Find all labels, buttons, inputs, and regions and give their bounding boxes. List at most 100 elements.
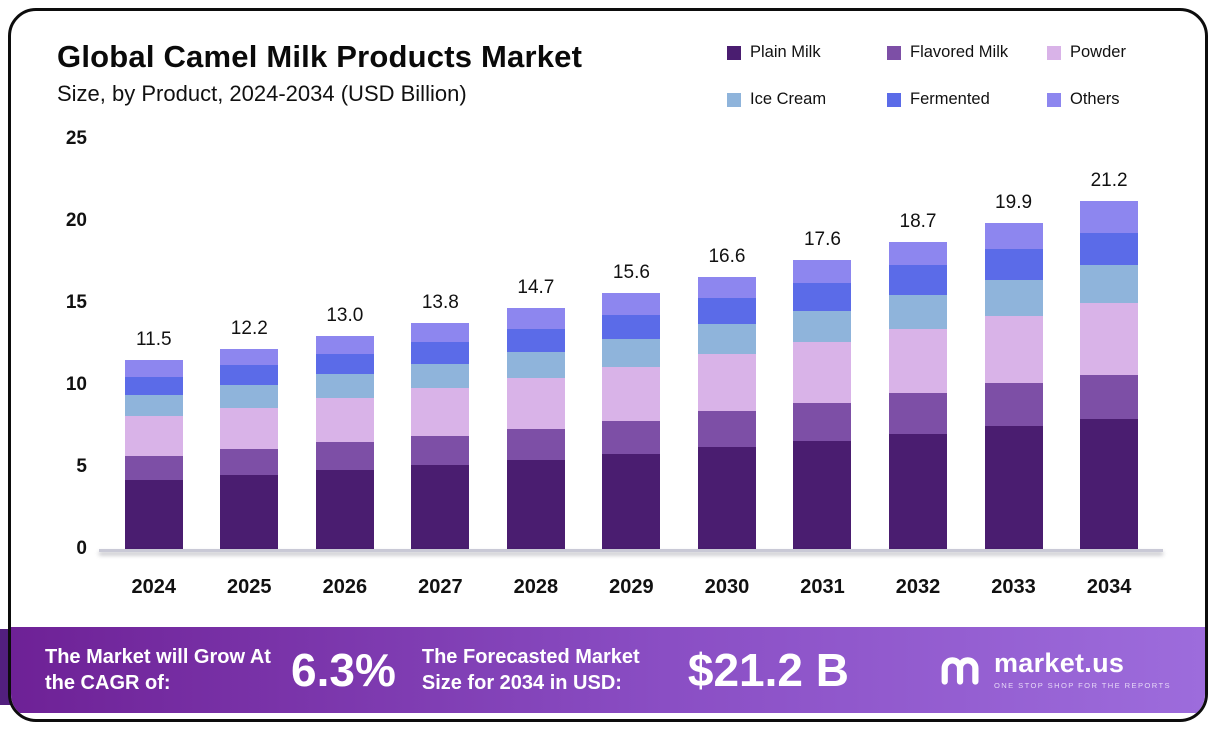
bar-total-label: 13.0 [326, 304, 364, 326]
bar-segment-ice-cream [220, 385, 279, 408]
y-axis-label: 20 [65, 210, 87, 231]
bar-segment-flavored-milk [602, 421, 661, 454]
x-axis-label: 2032 [895, 576, 941, 598]
bar-total-label: 16.6 [708, 245, 746, 267]
bar-stack [411, 322, 470, 549]
chart-title: Global Camel Milk Products Market [57, 39, 583, 74]
bar-stack [984, 222, 1043, 549]
bar-segment-fermented [315, 353, 374, 374]
bar-segment-plain-milk [793, 440, 852, 549]
chart-frame: Global Camel Milk Products Market Size, … [8, 8, 1208, 722]
bar-segment-others [793, 260, 852, 284]
bar-total-label: 14.7 [517, 276, 555, 298]
y-axis-label: 10 [65, 374, 87, 395]
legend-label: Powder [1070, 43, 1126, 61]
legend-item: Flavored Milk [887, 43, 1037, 62]
legend-label: Ice Cream [750, 90, 827, 108]
x-axis-label: 2029 [609, 576, 654, 598]
bar-segment-plain-milk [506, 460, 565, 549]
bar-segment-others [697, 276, 756, 299]
bar-total-label: 18.7 [899, 211, 937, 233]
bar-segment-plain-milk [984, 426, 1043, 549]
x-axis-label: 2031 [800, 576, 845, 598]
bar-segment-flavored-milk [411, 435, 470, 466]
marketus-logo-icon [938, 652, 984, 688]
logo-tagline: ONE STOP SHOP FOR THE REPORTS [993, 681, 1171, 690]
legend: Plain Milk Flavored Milk Powder Ice Cream Fe… [727, 43, 1157, 109]
bar-segment-plain-milk [220, 475, 279, 549]
bar-segment-plain-milk [1080, 419, 1139, 549]
bar-column: 14.7 2028 [506, 277, 565, 598]
legend-item: Others [1047, 90, 1157, 109]
bar-segment-powder [315, 398, 374, 443]
bar-segment-others [124, 360, 183, 377]
bar-segment-others [411, 322, 470, 343]
legend-swatch [887, 45, 901, 60]
bar-segment-plain-milk [411, 465, 470, 549]
y-axis-label: 15 [65, 292, 87, 313]
x-axis-label: 2025 [227, 576, 272, 598]
bar-segment-ice-cream [602, 339, 661, 367]
bar-segment-powder [697, 353, 756, 412]
bar-segment-fermented [984, 248, 1043, 281]
bar-segment-others [889, 242, 948, 266]
y-axis-label: 25 [65, 128, 87, 149]
bar-segment-powder [124, 416, 183, 456]
bar-segment-plain-milk [315, 470, 374, 549]
chart-header: Global Camel Milk Products Market Size, … [57, 39, 582, 107]
bar-segment-fermented [697, 298, 756, 325]
bar-column: 21.2 2034 [1080, 170, 1139, 598]
bar-stack [1080, 201, 1139, 549]
bar-column: 19.9 2033 [984, 192, 1043, 598]
bar-stack [220, 348, 279, 549]
bar-segment-others [220, 348, 279, 366]
bar-total-label: 12.2 [230, 317, 268, 339]
bar-segment-flavored-milk [124, 455, 183, 481]
x-axis-label: 2024 [131, 576, 177, 598]
bar-segment-ice-cream [697, 324, 756, 354]
legend-label: Fermented [910, 90, 990, 108]
bar-stack [889, 242, 948, 549]
bar-segment-plain-milk [697, 447, 756, 549]
legend-item: Fermented [887, 90, 1037, 109]
bar-segment-powder [602, 366, 661, 422]
logo-text-column: market.us ONE STOP SHOP FOR THE REPORTS [993, 650, 1171, 691]
y-axis-label: 5 [76, 456, 87, 477]
bar-segment-ice-cream [506, 352, 565, 379]
bar-column: 11.5 2024 [124, 329, 183, 598]
bar-segment-powder [984, 316, 1043, 384]
forecast-label: The Forecasted Market Size for 2034 in U… [421, 646, 640, 694]
bar-segment-flavored-milk [697, 411, 756, 448]
bar-segment-ice-cream [889, 294, 948, 330]
x-axis-label: 2027 [418, 576, 463, 598]
x-axis-label: 2034 [1086, 576, 1132, 598]
bar-segment-fermented [506, 329, 565, 353]
bar-segment-flavored-milk [1080, 375, 1139, 420]
bar-segment-powder [411, 388, 470, 436]
bar-segment-plain-milk [602, 453, 661, 549]
legend-swatch [727, 45, 741, 60]
bar-column: 13.0 2026 [315, 305, 374, 598]
cagr-label: The Market will Grow At the CAGR of: [45, 646, 271, 694]
bar-segment-powder [793, 342, 852, 404]
bottom-banner: The Market will Grow At the CAGR of: 6.3… [11, 627, 1205, 713]
bar-segment-powder [889, 329, 948, 394]
legend-item: Plain Milk [727, 43, 877, 62]
bar-stack [124, 360, 183, 549]
bar-total-label: 13.8 [421, 291, 459, 313]
bar-segment-powder [220, 407, 279, 449]
bar-segment-powder [506, 378, 565, 430]
legend-swatch [727, 92, 741, 107]
bar-segment-fermented [124, 376, 183, 395]
bar-segment-fermented [411, 342, 470, 364]
bar-segment-flavored-milk [315, 442, 374, 471]
legend-swatch [887, 92, 901, 107]
bar-total-label: 21.2 [1090, 170, 1128, 192]
bar-segment-flavored-milk [506, 429, 565, 461]
bar-segment-plain-milk [124, 480, 183, 549]
bar-segment-flavored-milk [889, 393, 948, 435]
bar-stack [506, 307, 565, 549]
bar-column: 16.6 2030 [697, 246, 756, 598]
legend-label: Others [1070, 90, 1120, 108]
